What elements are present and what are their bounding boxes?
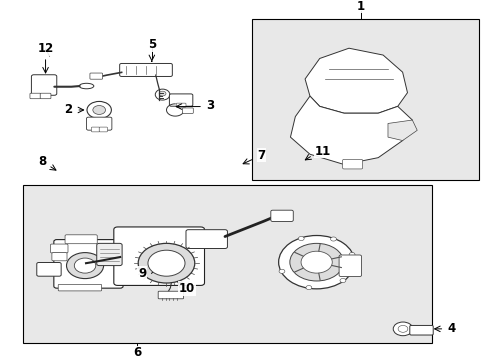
Text: 12: 12 <box>38 42 54 55</box>
FancyBboxPatch shape <box>31 75 57 95</box>
FancyBboxPatch shape <box>338 255 361 276</box>
FancyBboxPatch shape <box>182 108 193 113</box>
FancyBboxPatch shape <box>50 244 68 253</box>
Circle shape <box>148 250 184 276</box>
Text: 10: 10 <box>179 282 195 295</box>
Ellipse shape <box>155 89 169 100</box>
FancyBboxPatch shape <box>58 284 102 291</box>
Circle shape <box>289 243 343 281</box>
Circle shape <box>278 235 354 289</box>
FancyBboxPatch shape <box>99 127 107 132</box>
Circle shape <box>66 253 103 279</box>
FancyBboxPatch shape <box>65 235 97 244</box>
Circle shape <box>159 91 165 96</box>
FancyBboxPatch shape <box>52 253 67 261</box>
Circle shape <box>330 237 336 241</box>
Ellipse shape <box>79 83 94 89</box>
FancyBboxPatch shape <box>91 127 100 132</box>
FancyBboxPatch shape <box>37 262 61 276</box>
FancyBboxPatch shape <box>409 325 432 335</box>
Circle shape <box>392 322 412 336</box>
Circle shape <box>301 251 331 273</box>
FancyBboxPatch shape <box>342 159 362 169</box>
FancyBboxPatch shape <box>90 73 102 79</box>
Text: 6: 6 <box>133 346 141 359</box>
Circle shape <box>339 279 345 283</box>
FancyBboxPatch shape <box>169 94 192 106</box>
Text: 5: 5 <box>147 39 156 51</box>
FancyBboxPatch shape <box>40 93 51 99</box>
Circle shape <box>305 285 311 290</box>
FancyBboxPatch shape <box>30 93 41 99</box>
FancyBboxPatch shape <box>86 117 112 130</box>
Text: 4: 4 <box>447 322 455 336</box>
Circle shape <box>348 252 354 257</box>
Text: 11: 11 <box>314 144 330 158</box>
FancyBboxPatch shape <box>114 227 204 285</box>
FancyBboxPatch shape <box>185 230 227 248</box>
Text: 7: 7 <box>257 149 265 162</box>
FancyBboxPatch shape <box>54 240 123 288</box>
Text: 3: 3 <box>206 99 214 112</box>
Circle shape <box>138 243 194 283</box>
Circle shape <box>93 105 105 114</box>
Bar <box>22 185 431 343</box>
Circle shape <box>397 325 407 332</box>
Circle shape <box>298 237 304 240</box>
Circle shape <box>279 269 285 273</box>
Polygon shape <box>305 48 407 113</box>
Text: 1: 1 <box>356 0 364 13</box>
Polygon shape <box>290 96 411 165</box>
FancyBboxPatch shape <box>158 291 183 299</box>
FancyBboxPatch shape <box>270 210 293 221</box>
FancyBboxPatch shape <box>97 243 122 266</box>
Circle shape <box>74 258 96 273</box>
Circle shape <box>36 83 45 90</box>
Text: 2: 2 <box>64 103 72 116</box>
Text: 9: 9 <box>138 267 146 280</box>
FancyBboxPatch shape <box>120 63 172 76</box>
Bar <box>251 19 478 180</box>
Polygon shape <box>387 120 416 140</box>
FancyBboxPatch shape <box>176 103 185 107</box>
Circle shape <box>87 102 111 118</box>
Text: 8: 8 <box>38 156 46 168</box>
